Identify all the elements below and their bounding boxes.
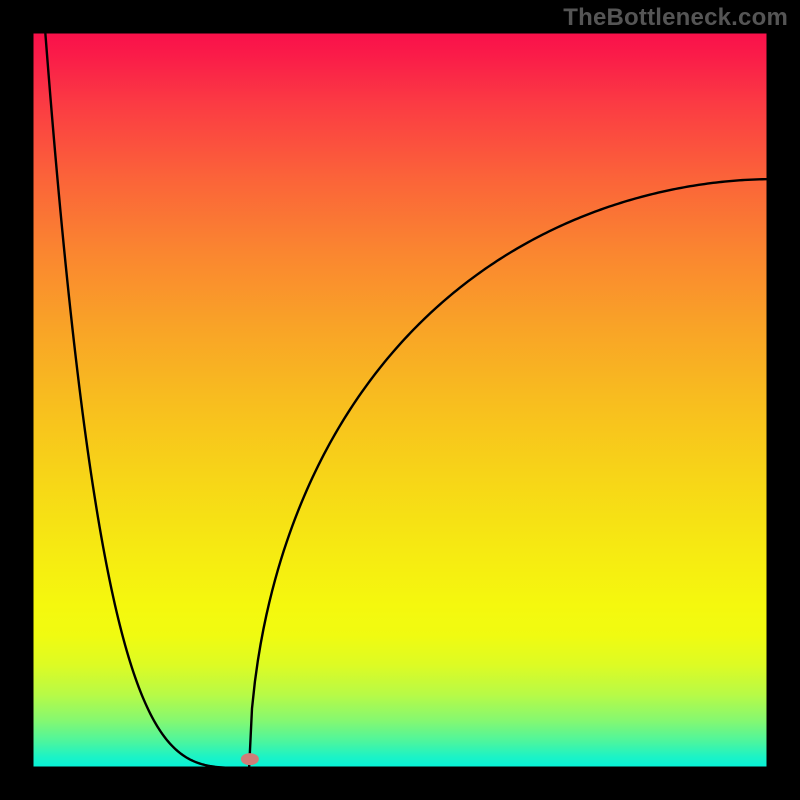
bottleneck-chart xyxy=(0,0,800,800)
plot-background xyxy=(32,32,768,768)
notch-marker xyxy=(241,753,259,765)
chart-frame: TheBottleneck.com xyxy=(0,0,800,800)
